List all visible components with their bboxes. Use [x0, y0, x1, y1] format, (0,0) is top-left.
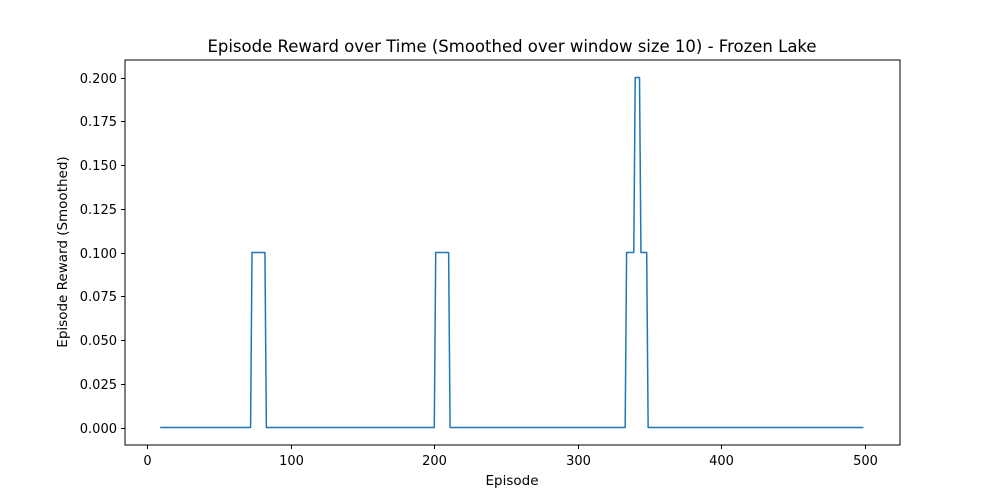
y-tick-label: 0.000: [80, 422, 117, 437]
x-tick-label: 400: [709, 454, 734, 469]
y-tick-label: 0.075: [80, 290, 117, 305]
y-tick-label: 0.100: [80, 247, 117, 262]
y-axis-label: Episode Reward (Smoothed): [55, 156, 71, 347]
x-axis: 0 100 200 300 400 500: [143, 445, 878, 469]
y-axis: 0.000 0.025 0.050 0.075 0.100 0.125 0.150 0.175…: [80, 72, 125, 437]
y-tick-label: 0.150: [80, 159, 117, 174]
y-tick-label: 0.175: [80, 115, 117, 130]
y-tick-label: 0.125: [80, 203, 117, 218]
y-tick-label: 0.050: [80, 334, 117, 349]
axes-frame: [124, 59, 901, 446]
plot-area: 0 100 200 300 400 500 0.000 0.025 0.050 0.075 0.1…: [80, 59, 901, 469]
chart-title: Episode Reward over Time (Smoothed over …: [207, 37, 816, 56]
x-tick-label: 100: [279, 454, 304, 469]
y-tick-label: 0.025: [80, 378, 117, 393]
y-tick-label: 0.200: [80, 72, 117, 87]
x-tick-label: 300: [566, 454, 591, 469]
x-tick-label: 200: [422, 454, 447, 469]
x-axis-label: Episode: [485, 473, 538, 489]
x-tick-label: 500: [853, 454, 878, 469]
x-tick-label: 0: [143, 454, 151, 469]
series-line: [160, 76, 864, 429]
